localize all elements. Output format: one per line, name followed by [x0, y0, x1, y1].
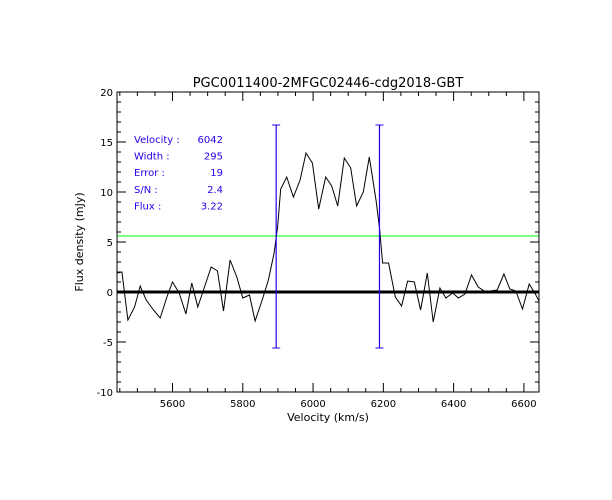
x-axis-label: Velocity (km/s) [287, 411, 369, 424]
x-tick-label: 6000 [300, 399, 325, 410]
x-tick-label: 6200 [371, 399, 396, 410]
annotation-value: 295 [204, 152, 223, 163]
y-tick-label: 10 [100, 188, 113, 199]
annotation-label: S/N : [134, 185, 158, 196]
y-tick-label: 15 [100, 138, 113, 149]
chart-title: PGC0011400-2MFGC02446-cdg2018-GBT [193, 76, 464, 91]
y-tick-label: 0 [107, 288, 113, 299]
x-tick-label: 5800 [230, 399, 255, 410]
annotation-value: 2.4 [207, 185, 223, 196]
y-tick-label: -10 [97, 388, 113, 399]
annotation-label: Flux : [134, 201, 161, 212]
y-tick-label: 5 [107, 238, 113, 249]
annotation-label: Velocity : [134, 135, 180, 146]
annotation-label: Error : [134, 168, 165, 179]
annotation-label: Width : [134, 152, 170, 163]
x-tick-label: 6400 [441, 399, 466, 410]
plot-frame [116, 91, 540, 393]
spectrum-line [116, 151, 540, 323]
y-axis-label: Flux density (mJy) [73, 192, 86, 291]
x-tick-label: 6600 [511, 399, 536, 410]
annotation-value: 6042 [198, 135, 223, 146]
y-tick-label: -5 [103, 338, 113, 349]
annotation-value: 3.22 [201, 201, 223, 212]
x-tick-label: 5600 [160, 399, 185, 410]
annotation-value: 19 [210, 168, 223, 179]
y-tick-label: 20 [100, 88, 113, 99]
